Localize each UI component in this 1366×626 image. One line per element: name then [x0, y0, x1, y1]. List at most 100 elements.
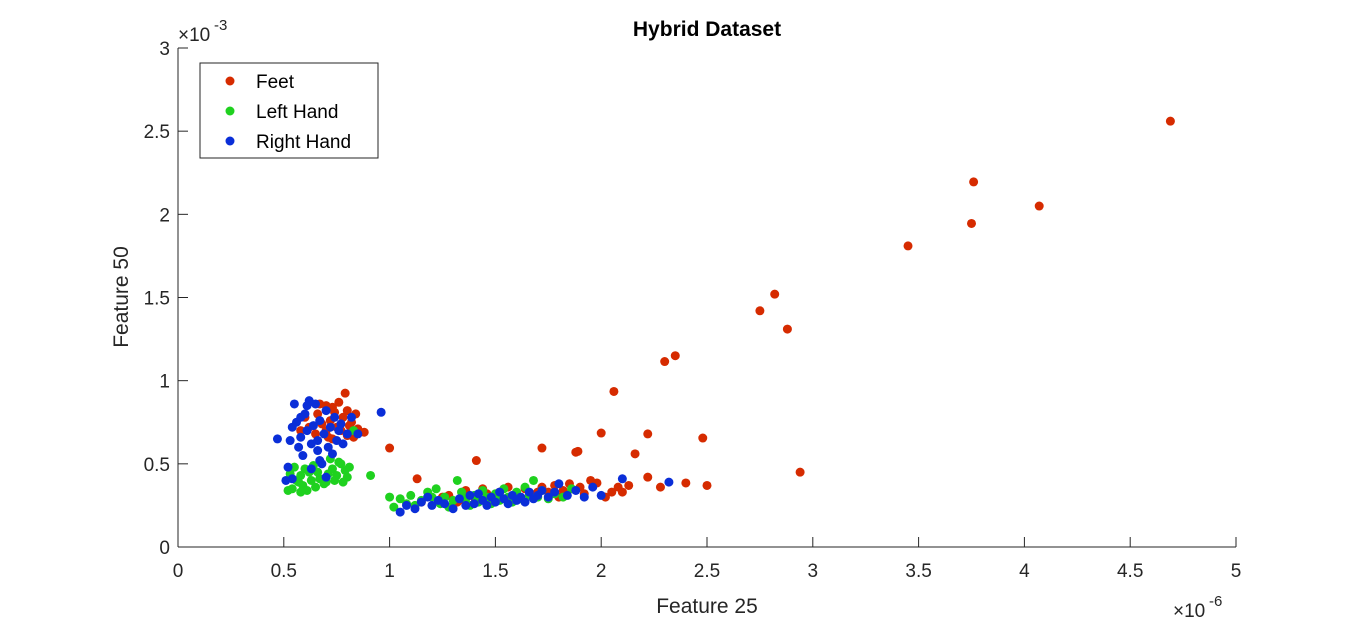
data-point-right-hand: [465, 490, 475, 500]
data-point-feet: [967, 218, 976, 228]
data-point-left-hand: [385, 492, 395, 502]
x-axis-label: Feature 25: [656, 595, 758, 618]
legend-marker-right-hand: [225, 136, 235, 146]
data-point-left-hand: [528, 475, 538, 485]
x-tick-label: 0.5: [271, 561, 297, 582]
data-point-left-hand: [344, 462, 354, 472]
data-point-right-hand: [423, 492, 433, 502]
x-tick-label: 3: [808, 561, 819, 582]
data-point-right-hand: [596, 490, 606, 500]
data-point-right-hand: [473, 489, 483, 499]
data-point-right-hand: [347, 412, 357, 422]
data-point-right-hand: [520, 497, 530, 507]
data-point-right-hand: [543, 492, 553, 502]
data-point-right-hand: [448, 504, 458, 514]
data-point-right-hand: [524, 487, 534, 497]
data-point-feet: [385, 443, 395, 453]
data-point-right-hand: [490, 497, 500, 507]
data-point-right-hand: [461, 500, 471, 510]
y-tick-label: 1.5: [144, 289, 170, 310]
data-point-right-hand: [319, 429, 329, 439]
data-point-feet: [471, 456, 481, 466]
x-tick-label: 5: [1231, 561, 1242, 582]
data-point-right-hand: [306, 464, 316, 474]
data-point-left-hand: [289, 462, 299, 472]
data-point-right-hand: [550, 487, 560, 497]
data-point-right-hand: [325, 422, 335, 432]
data-point-feet: [755, 306, 765, 316]
data-point-feet: [903, 241, 913, 251]
data-point-feet: [660, 357, 670, 367]
data-point-right-hand: [287, 474, 297, 484]
data-point-feet: [617, 487, 627, 497]
data-point-right-hand: [416, 497, 426, 507]
y-axis-multiplier: ×10 -3: [178, 17, 227, 46]
data-point-right-hand: [323, 442, 333, 452]
data-point-left-hand: [395, 494, 405, 504]
data-point-right-hand: [289, 399, 299, 409]
data-point-feet: [596, 428, 606, 438]
data-point-right-hand: [315, 456, 325, 466]
data-point-feet: [782, 324, 792, 334]
data-point-right-hand: [298, 451, 308, 461]
data-point-feet: [296, 426, 306, 436]
data-point-right-hand: [469, 499, 479, 509]
data-point-right-hand: [571, 485, 581, 495]
x-tick-label: 0: [173, 561, 184, 582]
data-point-feet: [643, 429, 653, 439]
y-axis-label: Feature 50: [110, 246, 133, 348]
data-point-right-hand: [308, 421, 318, 431]
data-point-right-hand: [283, 462, 293, 472]
data-point-feet: [573, 446, 583, 456]
data-point-left-hand: [452, 475, 462, 485]
data-point-feet: [670, 351, 680, 361]
data-point-feet: [624, 480, 634, 490]
data-point-right-hand: [294, 442, 304, 452]
data-point-left-hand: [389, 502, 399, 512]
legend-label-feet: Feet: [256, 72, 295, 93]
data-point-feet: [770, 289, 780, 299]
y-tick-label: 3: [159, 39, 170, 60]
data-point-feet: [1165, 116, 1175, 126]
y-tick-label: 0.5: [144, 455, 170, 476]
legend: Feet Left Hand Right Hand: [199, 62, 379, 159]
data-point-right-hand: [402, 500, 412, 510]
data-point-feet: [609, 386, 619, 396]
data-point-right-hand: [554, 479, 564, 489]
data-point-right-hand: [454, 494, 464, 504]
data-point-right-hand: [321, 472, 331, 482]
points-layer: [272, 116, 1175, 517]
data-point-right-hand: [482, 500, 492, 510]
data-point-right-hand: [296, 412, 306, 422]
ticks: 0 0.5 1 1.5 2 2.5 3 3.5 4 4.5 5 0 0.5 1 1.5 2 2.5 3: [144, 39, 1242, 582]
x-tick-label: 2: [596, 561, 607, 582]
data-point-left-hand: [338, 477, 348, 487]
data-point-right-hand: [302, 401, 312, 411]
y-tick-label: 2: [159, 205, 170, 226]
data-point-right-hand: [296, 432, 306, 442]
x-tick-label: 1.5: [482, 561, 508, 582]
data-point-feet: [655, 482, 665, 492]
data-point-right-hand: [588, 482, 598, 492]
data-point-left-hand: [327, 464, 337, 474]
data-point-left-hand: [311, 482, 321, 492]
data-point-right-hand: [311, 399, 321, 409]
legend-marker-left-hand: [225, 106, 235, 116]
legend-marker-feet: [225, 76, 235, 86]
data-point-feet: [698, 433, 708, 443]
data-point-right-hand: [537, 485, 547, 495]
data-point-feet: [537, 443, 547, 453]
data-point-feet: [1034, 201, 1044, 211]
data-point-feet: [342, 406, 352, 416]
data-point-right-hand: [315, 416, 325, 426]
data-point-left-hand: [330, 475, 340, 485]
data-point-left-hand: [296, 487, 306, 497]
data-point-left-hand: [334, 457, 344, 467]
y-tick-label: 1: [159, 372, 170, 393]
data-point-feet: [702, 480, 712, 490]
data-point-right-hand: [330, 412, 340, 422]
legend-label-right-hand: Right Hand: [256, 132, 351, 153]
data-point-feet: [795, 467, 805, 477]
data-point-right-hand: [302, 426, 312, 436]
